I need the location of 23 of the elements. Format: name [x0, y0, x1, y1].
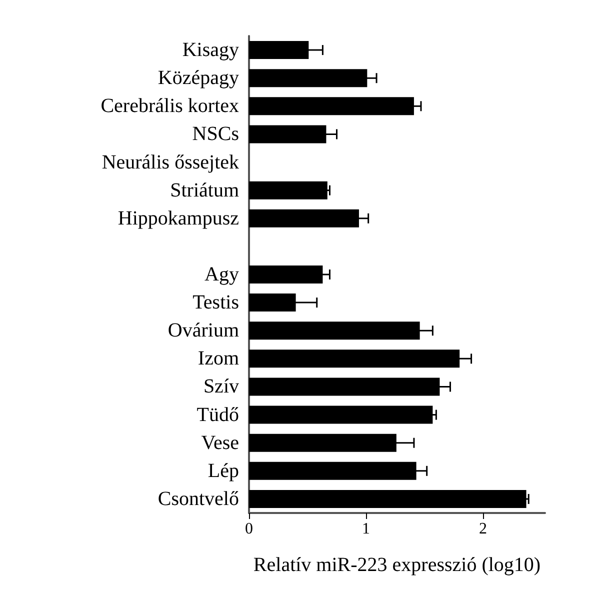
- bar: [249, 181, 328, 200]
- y-tick-label: Testis: [192, 292, 240, 314]
- y-tick-label: Középagy: [158, 67, 239, 90]
- y-tick-label: Lép: [208, 460, 239, 482]
- x-tick-label: 2: [478, 520, 487, 538]
- y-tick-label: Hippokampusz: [118, 207, 240, 230]
- y-tick-label: NSCs: [192, 123, 240, 146]
- y-tick-label: Kisagy: [182, 39, 239, 62]
- y-tick-label: Csontvelő: [158, 488, 239, 510]
- y-tick-label: Szív: [203, 376, 239, 398]
- x-tick-label: 0: [245, 520, 253, 538]
- y-tick-label: Cerebrális kortex: [100, 95, 239, 118]
- y-tick-label: Neurális őssejtek: [102, 151, 239, 174]
- y-tick-label: Ovárium: [168, 320, 240, 342]
- y-tick-label: Striátum: [170, 179, 240, 202]
- x-axis-title: Relatív miR-223 expresszió (log10): [253, 554, 541, 576]
- y-tick-label: Izom: [198, 348, 240, 370]
- bar: [249, 406, 433, 424]
- bar: [249, 490, 526, 508]
- y-tick-label: Tüdő: [196, 404, 239, 426]
- y-tick-label: Vese: [201, 432, 240, 454]
- y-tick-label: Agy: [204, 264, 239, 286]
- x-tick-label: 1: [362, 520, 370, 538]
